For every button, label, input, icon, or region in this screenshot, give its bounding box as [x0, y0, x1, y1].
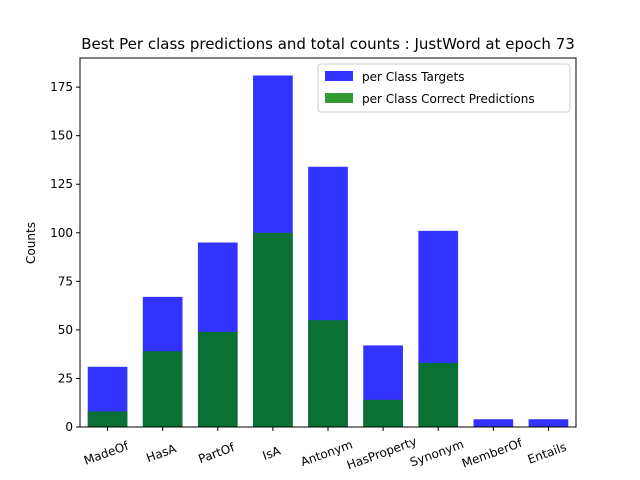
correct-bar-partof — [197, 331, 238, 427]
target-bar-entails — [528, 419, 569, 427]
chart-title: Best Per class predictions and total cou… — [81, 35, 575, 53]
y-tick-label: 25 — [58, 371, 73, 385]
correct-bar-synonym — [418, 362, 459, 427]
y-tick-label: 125 — [50, 177, 73, 191]
y-tick-label: 150 — [50, 129, 73, 143]
legend-swatch — [325, 71, 353, 81]
y-tick-label: 50 — [58, 323, 73, 337]
correct-bar-antonym — [308, 320, 348, 427]
x-tick-label-madeof: MadeOf — [82, 438, 131, 467]
legend-label: per Class Correct Predictions — [362, 92, 535, 106]
legend-box — [317, 63, 571, 113]
y-axis-label: Counts — [24, 222, 38, 264]
bars-group — [87, 75, 569, 427]
legend-swatch — [325, 93, 353, 103]
y-tick-label: 0 — [65, 420, 73, 434]
x-tick-label-synonym: Synonym — [408, 437, 465, 469]
y-tick-label: 100 — [50, 226, 73, 240]
correct-bar-hasproperty — [363, 399, 403, 427]
y-tick-label: 75 — [58, 274, 73, 288]
target-bar-memberof — [473, 419, 514, 427]
x-tick-label-entails: Entails — [526, 440, 569, 467]
legend-label: per Class Targets — [362, 70, 465, 84]
y-tick-label: 175 — [50, 80, 73, 94]
x-tick-label-partof: PartOf — [196, 440, 237, 466]
x-tick-label-hasproperty: HasProperty — [345, 434, 419, 472]
correct-bar-hasa — [142, 351, 183, 427]
correct-bar-isa — [253, 232, 293, 427]
x-tick-label-memberof: MemberOf — [460, 436, 525, 471]
x-tick-label-isa: IsA — [261, 443, 283, 463]
legend: per Class Targets per Class Correct Predi… — [317, 63, 571, 113]
x-tick-label-hasa: HasA — [144, 441, 179, 465]
correct-bar-madeof — [87, 411, 128, 427]
